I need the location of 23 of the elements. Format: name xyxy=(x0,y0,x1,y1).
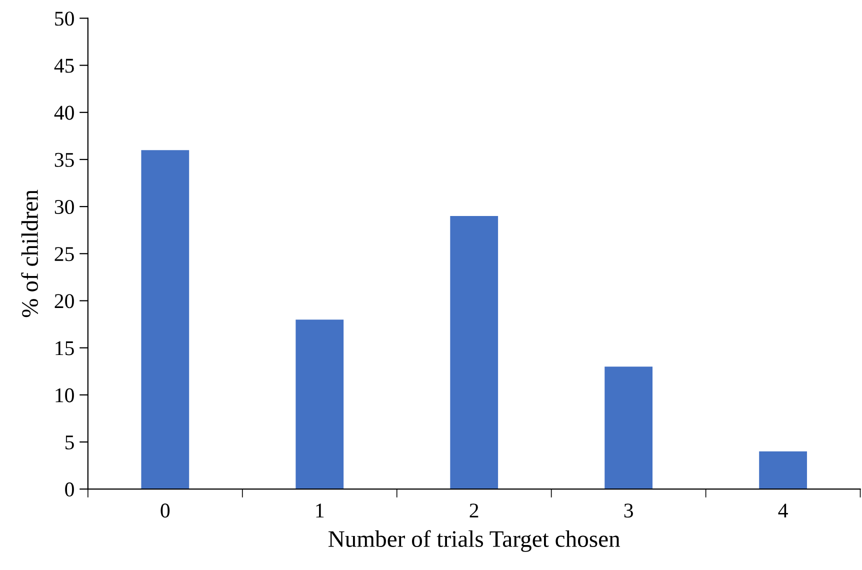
y-tick-label: 50 xyxy=(55,12,74,26)
y-tick-label: 10 xyxy=(56,388,74,402)
x-axis-title: Number of trials Target chosen xyxy=(328,530,620,552)
y-tick-label: 20 xyxy=(54,294,74,308)
x-tick-label: 2 xyxy=(470,504,478,518)
y-tick-label: 25 xyxy=(54,247,74,262)
y-tick-label: 0 xyxy=(65,482,74,496)
x-tick-label: 4 xyxy=(778,504,788,518)
bar xyxy=(141,150,190,490)
x-tick-label: 0 xyxy=(160,504,170,518)
y-tick-label: 45 xyxy=(54,58,74,73)
bar xyxy=(450,216,498,490)
y-tick-label: 35 xyxy=(54,152,74,167)
x-tick-label: 1 xyxy=(316,504,324,518)
y-tick-label: 5 xyxy=(66,436,74,450)
y-tick-label: 40 xyxy=(54,106,74,120)
bar xyxy=(604,366,653,490)
x-tick-label: 3 xyxy=(624,504,633,518)
y-tick-label: 15 xyxy=(56,341,74,356)
y-axis-title: % of children xyxy=(21,190,38,318)
y-tick-label: 30 xyxy=(54,200,74,214)
bar xyxy=(296,320,344,490)
bar xyxy=(759,451,807,490)
